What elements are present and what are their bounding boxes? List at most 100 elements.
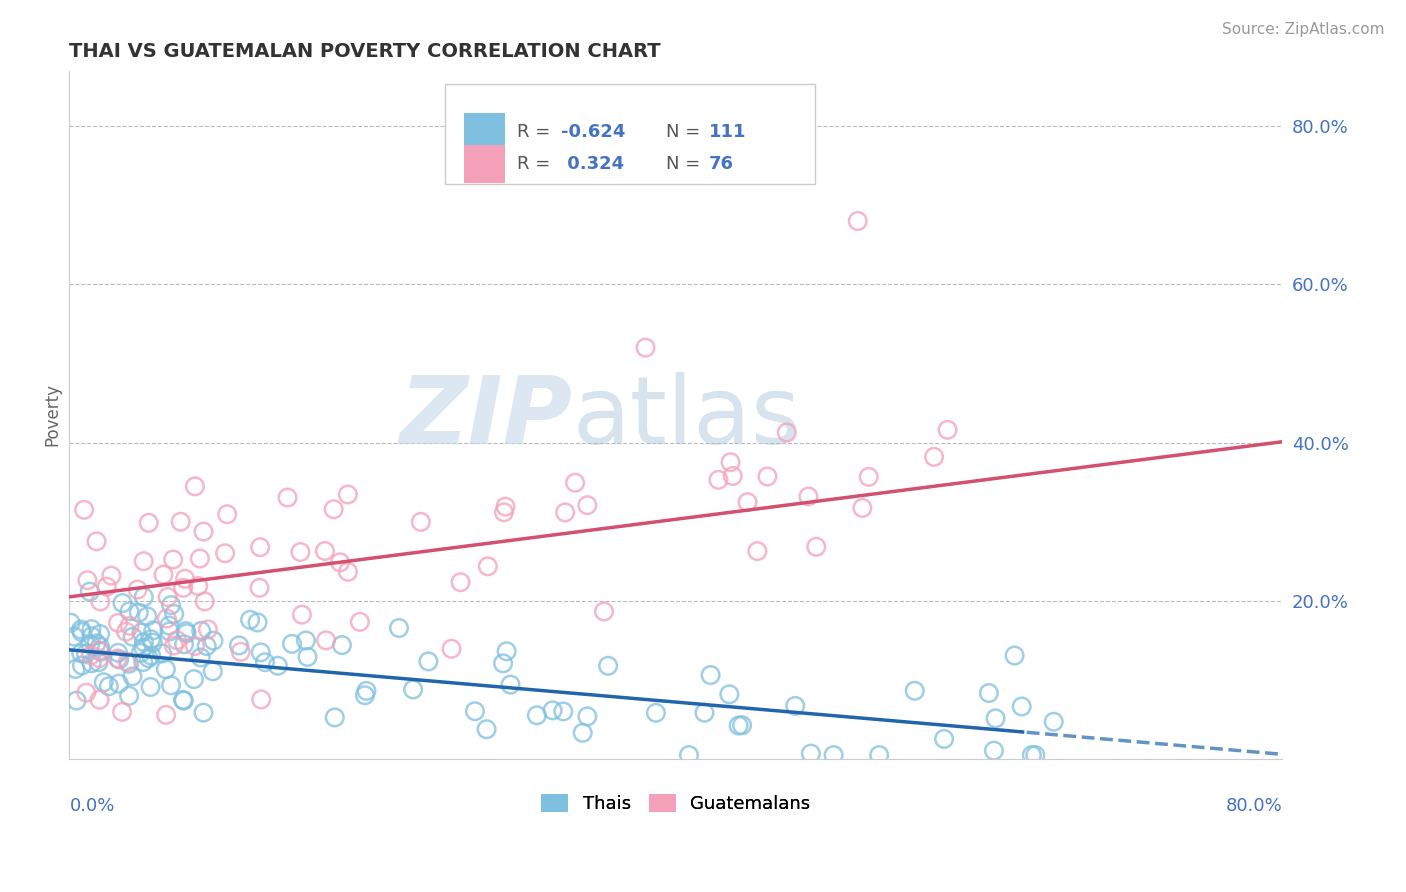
Text: atlas: atlas	[572, 372, 801, 465]
Point	[107, 646, 129, 660]
Point	[138, 516, 160, 530]
Point	[157, 618, 180, 632]
Point	[87, 656, 110, 670]
Point	[977, 686, 1000, 700]
Point	[291, 607, 314, 622]
Point	[699, 668, 721, 682]
Point	[96, 580, 118, 594]
Point	[139, 680, 162, 694]
Text: -0.624: -0.624	[561, 123, 626, 142]
FancyBboxPatch shape	[446, 85, 815, 185]
Point	[131, 625, 153, 640]
Point	[93, 675, 115, 690]
Point	[118, 619, 141, 633]
Point	[163, 607, 186, 621]
Point	[170, 515, 193, 529]
Point	[159, 624, 181, 639]
Point	[253, 655, 276, 669]
Point	[932, 731, 955, 746]
Point	[409, 515, 432, 529]
Point	[593, 605, 616, 619]
Point	[111, 596, 134, 610]
Point	[464, 704, 486, 718]
Text: 0.324: 0.324	[561, 155, 624, 173]
FancyBboxPatch shape	[464, 145, 505, 184]
FancyBboxPatch shape	[464, 113, 505, 152]
Point	[402, 682, 425, 697]
Point	[707, 473, 730, 487]
Point	[111, 705, 134, 719]
Point	[228, 639, 250, 653]
Point	[136, 609, 159, 624]
Point	[89, 627, 111, 641]
Point	[297, 649, 319, 664]
Point	[440, 641, 463, 656]
Point	[70, 646, 93, 660]
Point	[492, 657, 515, 671]
Point	[121, 669, 143, 683]
Point	[718, 687, 741, 701]
Point	[79, 584, 101, 599]
Point	[152, 567, 174, 582]
Point	[576, 709, 599, 723]
Text: THAI VS GUATEMALAN POVERTY CORRELATION CHART: THAI VS GUATEMALAN POVERTY CORRELATION C…	[69, 42, 661, 61]
Point	[598, 658, 620, 673]
Point	[747, 544, 769, 558]
Point	[75, 647, 97, 661]
Point	[190, 624, 212, 638]
Text: ZIP: ZIP	[399, 372, 572, 465]
Point	[858, 470, 880, 484]
Point	[678, 748, 700, 763]
Point	[128, 606, 150, 620]
Point	[163, 639, 186, 653]
Point	[314, 544, 336, 558]
Point	[246, 615, 269, 630]
Point	[184, 639, 207, 653]
Point	[142, 635, 165, 649]
Point	[100, 568, 122, 582]
Point	[249, 540, 271, 554]
Point	[89, 643, 111, 657]
Point	[249, 645, 271, 659]
Point	[720, 455, 742, 469]
Point	[86, 636, 108, 650]
Point	[188, 551, 211, 566]
Point	[89, 640, 111, 654]
Point	[721, 469, 744, 483]
Point	[727, 718, 749, 732]
Point	[107, 651, 129, 665]
Point	[183, 672, 205, 686]
Text: N =: N =	[666, 155, 706, 173]
Point	[693, 706, 716, 720]
Point	[172, 693, 194, 707]
Point	[89, 651, 111, 665]
Point	[79, 637, 101, 651]
Point	[156, 611, 179, 625]
Point	[173, 637, 195, 651]
Point	[80, 622, 103, 636]
Point	[922, 450, 945, 464]
Point	[554, 505, 576, 519]
Point	[193, 524, 215, 539]
Point	[281, 637, 304, 651]
Text: R =: R =	[517, 155, 555, 173]
Point	[290, 545, 312, 559]
Point	[155, 662, 177, 676]
Point	[553, 705, 575, 719]
Point	[349, 615, 371, 629]
Point	[336, 565, 359, 579]
Point	[936, 423, 959, 437]
Point	[173, 693, 195, 707]
Point	[526, 708, 548, 723]
Point	[156, 590, 179, 604]
Point	[65, 693, 87, 707]
Point	[197, 623, 219, 637]
Point	[174, 624, 197, 638]
Text: 80.0%: 80.0%	[1226, 797, 1282, 814]
Point	[155, 707, 177, 722]
Point	[166, 633, 188, 648]
Point	[86, 534, 108, 549]
Point	[184, 479, 207, 493]
Point	[65, 662, 87, 676]
Point	[121, 630, 143, 644]
